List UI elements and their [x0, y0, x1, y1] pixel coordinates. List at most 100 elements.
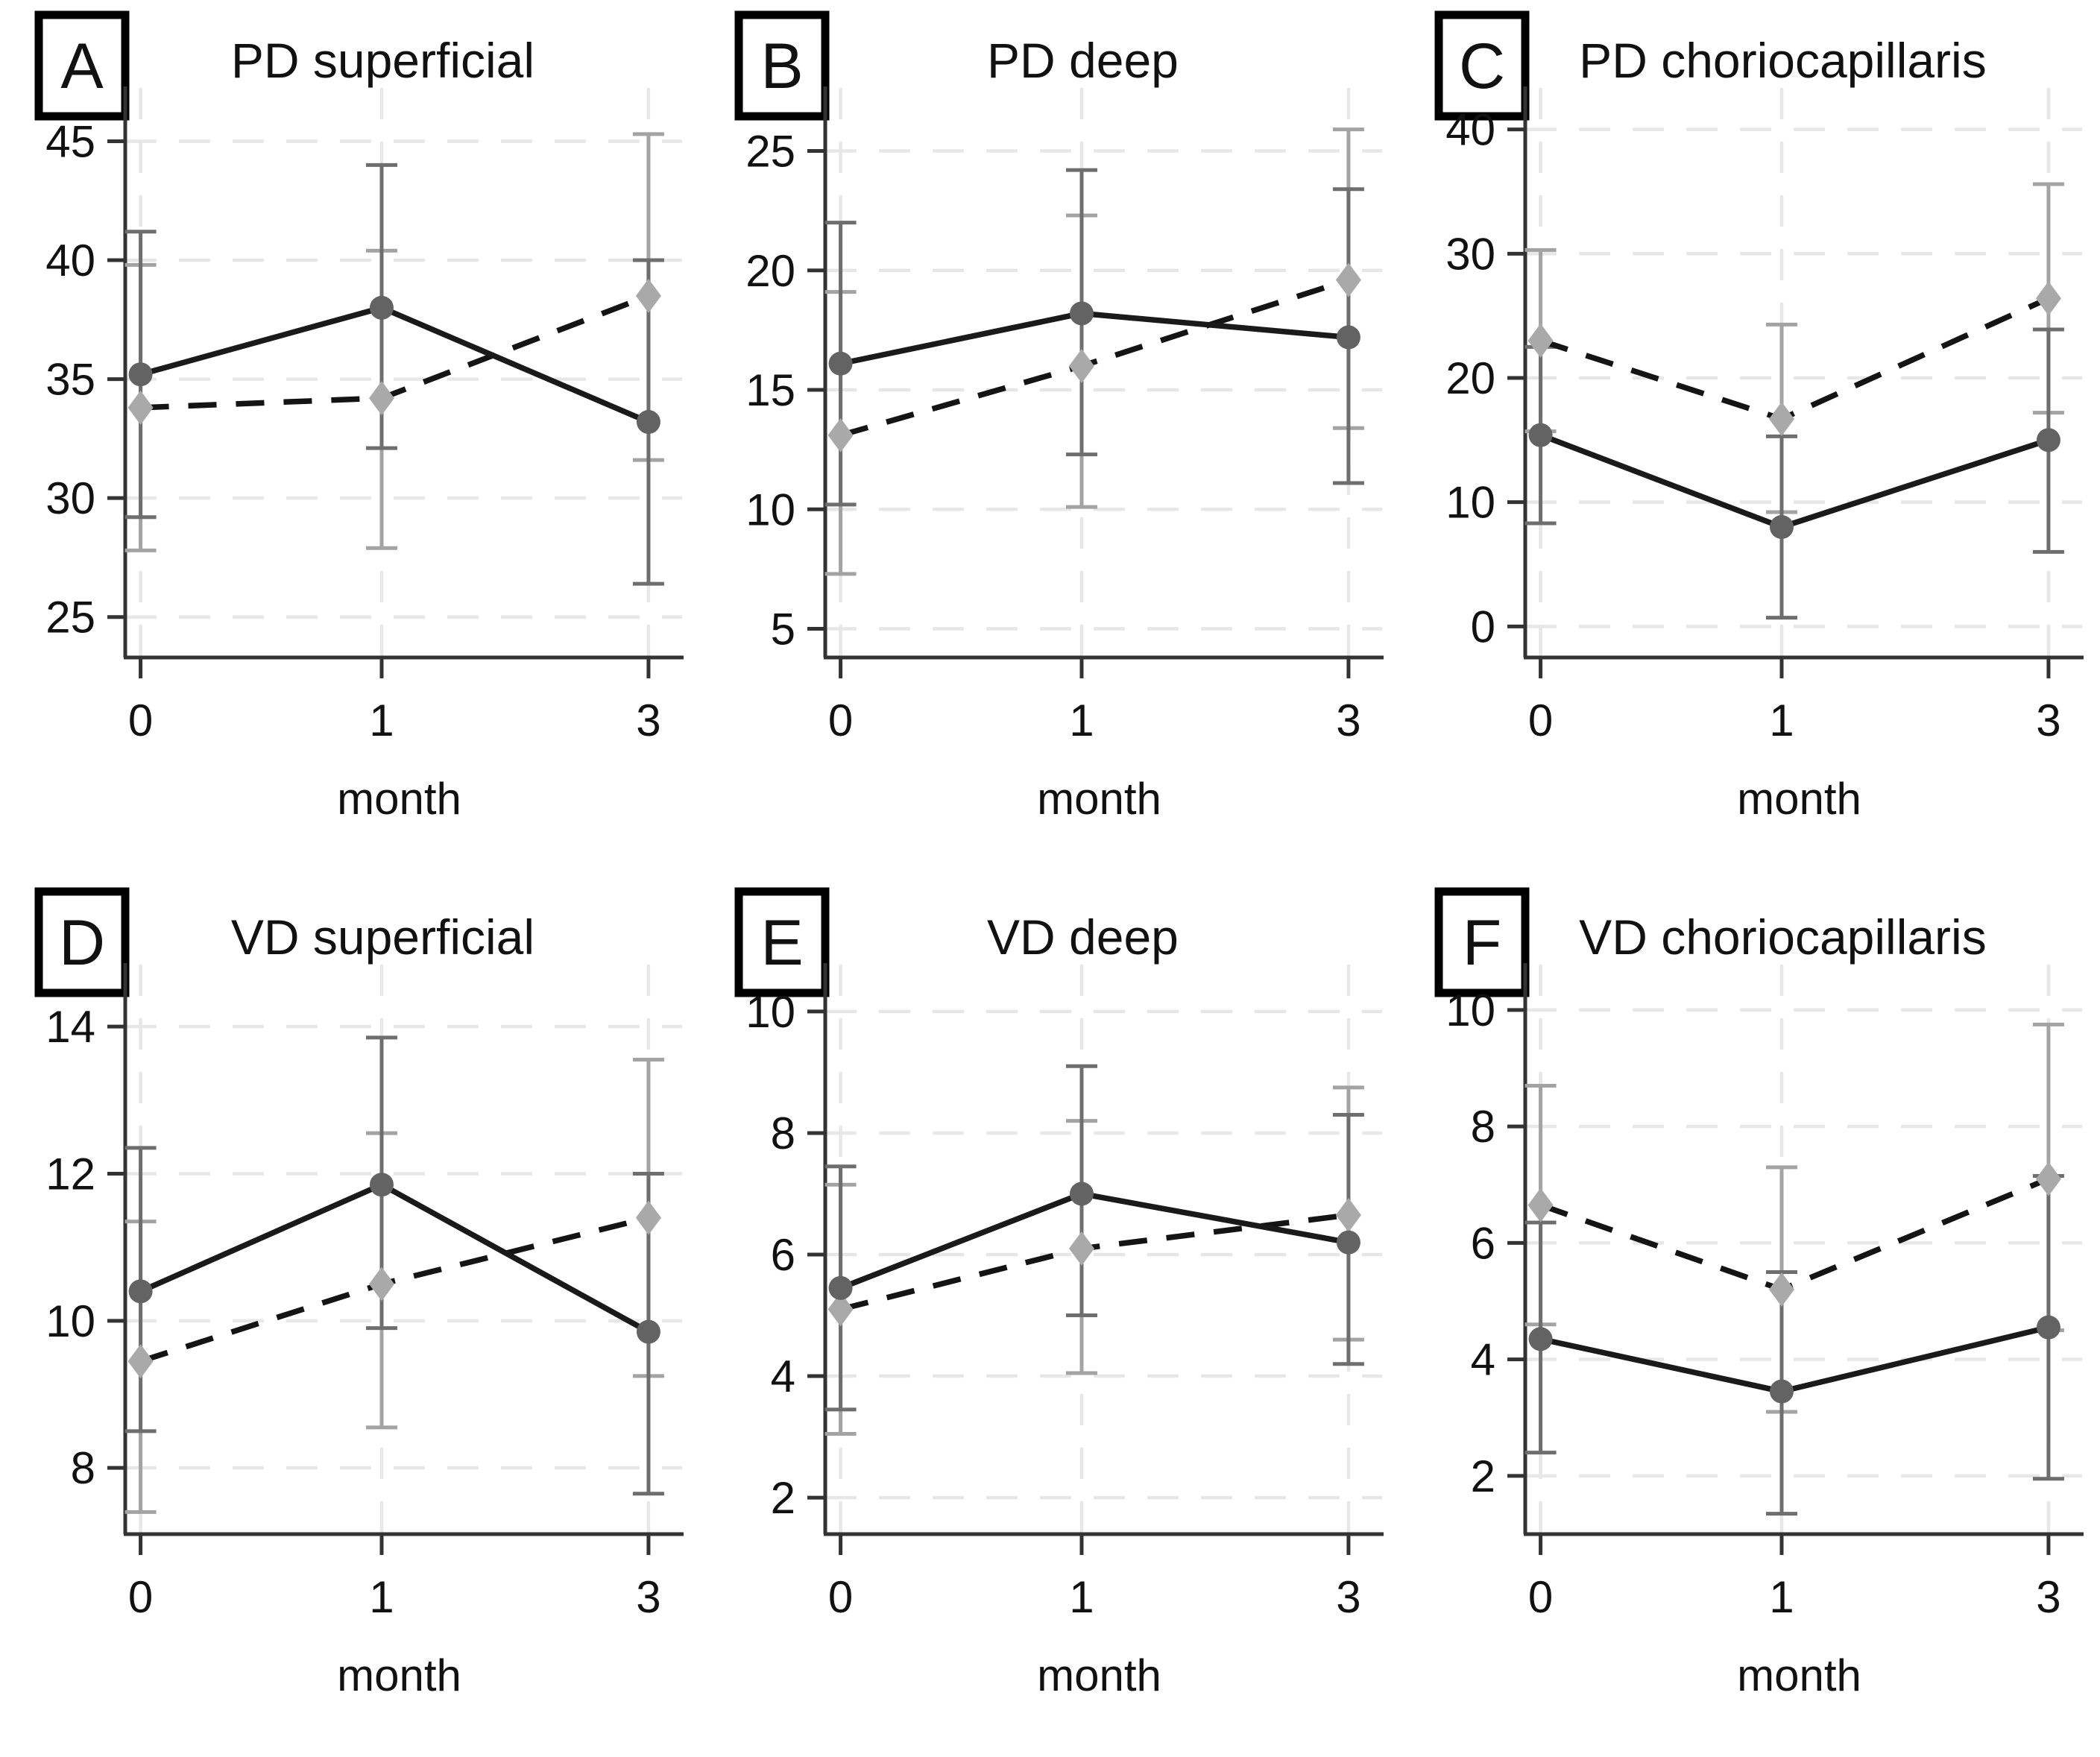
y-tick-label: 8: [71, 1443, 95, 1493]
light-error-bars: [124, 132, 664, 552]
x-axis-title: month: [1737, 774, 1861, 824]
x-tick-label: 3: [636, 1572, 660, 1622]
dashed-diamond-series-markers: [827, 1198, 1361, 1327]
circle-marker: [128, 362, 153, 387]
circle-marker: [636, 1319, 660, 1344]
solid-circle-series-markers: [128, 1173, 660, 1344]
solid-series-line: [839, 310, 1349, 367]
panel-title: VD superficial: [231, 909, 535, 965]
panel-letter: D: [59, 907, 105, 979]
circle-marker: [1069, 301, 1094, 326]
circle-marker: [1528, 1327, 1553, 1351]
panel-c: C PD choriocapillaris 0 10 20 30 40 0 1 3 month: [1434, 10, 2084, 824]
diamond-marker: [1527, 324, 1554, 358]
dark-error-bars: [824, 168, 1364, 507]
y-tick-label: 10: [45, 1296, 95, 1346]
x-axis-title: month: [337, 774, 461, 824]
circle-marker: [1069, 1182, 1094, 1206]
y-tick-label: 10: [745, 987, 795, 1037]
axes: [107, 963, 684, 1555]
diamond-marker: [1068, 348, 1094, 383]
x-axis-title: month: [1037, 1650, 1161, 1700]
circle-marker: [1769, 515, 1794, 539]
x-tick-label: 1: [1069, 695, 1094, 745]
axes: [107, 86, 684, 678]
solid-circle-series-markers: [828, 301, 1360, 376]
y-tick-label: 30: [1445, 229, 1495, 279]
axes: [1507, 86, 2084, 678]
diamond-marker: [1335, 262, 1361, 297]
dark-error-bars: [824, 1064, 1364, 1412]
panel-d: D VD superficial 8 10 12 14 0 1 3 month: [34, 887, 684, 1700]
y-tick-label: 10: [745, 485, 795, 534]
panel-letter: A: [60, 31, 104, 102]
circle-marker: [2036, 428, 2060, 452]
x-tick-label: 1: [1769, 695, 1794, 745]
y-tick-label: 6: [771, 1230, 795, 1280]
y-tick-label: 40: [45, 236, 95, 286]
dashed-diamond-series-markers: [1527, 1161, 2061, 1307]
dashed-diamond-series-markers: [127, 278, 661, 425]
diamond-marker: [368, 1267, 394, 1302]
dashed-series-line: [1539, 295, 2050, 423]
y-tick-label: 40: [1445, 105, 1495, 155]
x-tick-label: 1: [369, 695, 394, 745]
solid-circle-series-markers: [128, 295, 660, 435]
diamond-marker: [635, 278, 661, 313]
panel-f: F VD choriocapillaris 2 4 6 8 10 0 1 3 month: [1434, 887, 2084, 1700]
axes: [1507, 963, 2084, 1555]
gridlines: [1525, 88, 2082, 657]
diamond-marker: [1768, 402, 1794, 436]
panel-title: PD superficial: [231, 33, 535, 88]
x-tick-label: 1: [1769, 1572, 1794, 1622]
diamond-marker: [635, 1200, 661, 1235]
circle-marker: [369, 1173, 394, 1197]
dashed-series-line: [839, 277, 1350, 438]
panel-letter: C: [1459, 31, 1505, 102]
axes: [807, 963, 1384, 1555]
panel-title: PD deep: [987, 33, 1179, 88]
diamond-marker: [1768, 1272, 1794, 1307]
panel-letter-box: [734, 887, 830, 997]
circle-marker: [636, 410, 660, 435]
y-tick-label: 2: [1471, 1451, 1495, 1501]
y-tick-label: 10: [1445, 985, 1495, 1035]
gridlines: [825, 88, 1382, 657]
y-tick-label: 4: [1471, 1335, 1495, 1385]
panel-title: PD choriocapillaris: [1579, 33, 1987, 88]
solid-circle-series-markers: [828, 1182, 1360, 1300]
dark-error-bars: [124, 1035, 664, 1496]
circle-marker: [1336, 1230, 1360, 1255]
x-tick-label: 0: [828, 1572, 853, 1622]
dashed-diamond-series-markers: [1527, 281, 2061, 436]
y-tick-label: 5: [771, 605, 795, 654]
x-tick-label: 3: [636, 695, 660, 745]
diamond-marker: [127, 390, 154, 425]
circle-marker: [128, 1279, 153, 1304]
x-axis-title: month: [1737, 1650, 1861, 1700]
x-tick-label: 0: [128, 1572, 153, 1622]
diamond-marker: [127, 1344, 154, 1379]
dark-error-bars: [1524, 327, 2064, 620]
panel-letter: F: [1463, 907, 1502, 979]
diamond-marker: [827, 417, 854, 452]
circle-marker: [2036, 1315, 2060, 1340]
gridlines: [125, 88, 682, 657]
y-tick-label: 14: [45, 1002, 95, 1052]
x-tick-label: 0: [128, 695, 153, 745]
x-tick-label: 0: [1528, 1572, 1553, 1622]
y-tick-label: 2: [771, 1473, 795, 1523]
x-tick-label: 0: [1528, 695, 1553, 745]
y-tick-label: 25: [745, 127, 795, 177]
panel-letter: E: [760, 907, 803, 979]
y-tick-label: 10: [1445, 478, 1495, 528]
diamond-marker: [827, 1292, 854, 1327]
gridlines: [125, 965, 682, 1534]
y-tick-label: 12: [45, 1149, 95, 1199]
x-tick-label: 3: [2036, 1572, 2060, 1622]
circle-marker: [1336, 325, 1360, 350]
panel-title: VD choriocapillaris: [1579, 909, 1987, 965]
diamond-marker: [2035, 1161, 2061, 1196]
